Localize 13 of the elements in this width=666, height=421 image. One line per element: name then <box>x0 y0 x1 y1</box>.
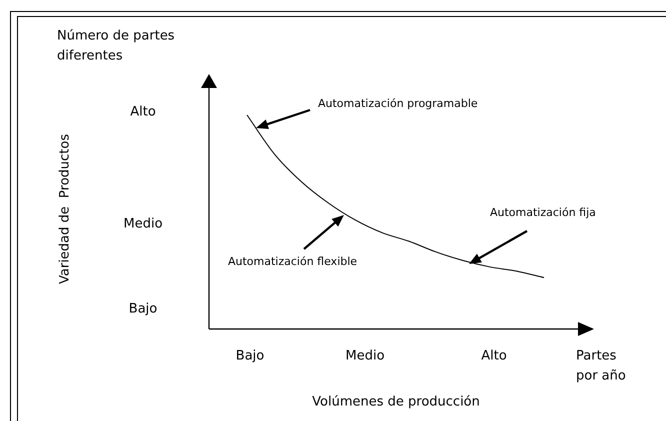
text: Automatización programable <box>318 96 478 110</box>
text: Partes por año <box>576 348 626 384</box>
text: Bajo <box>236 348 264 364</box>
annotation: Automatización flexible <box>228 254 358 268</box>
text: Medio <box>345 348 385 364</box>
annotation: Automatización fija <box>490 206 596 219</box>
text: Número de partes diferentes <box>57 28 175 64</box>
text: Alto <box>481 348 507 364</box>
text: Alto <box>130 104 156 120</box>
text: Volúmenes de producción <box>312 394 480 410</box>
text: Bajo <box>128 301 158 316</box>
text: Medio <box>123 216 163 232</box>
text: Variedad de Productos <box>57 134 72 284</box>
